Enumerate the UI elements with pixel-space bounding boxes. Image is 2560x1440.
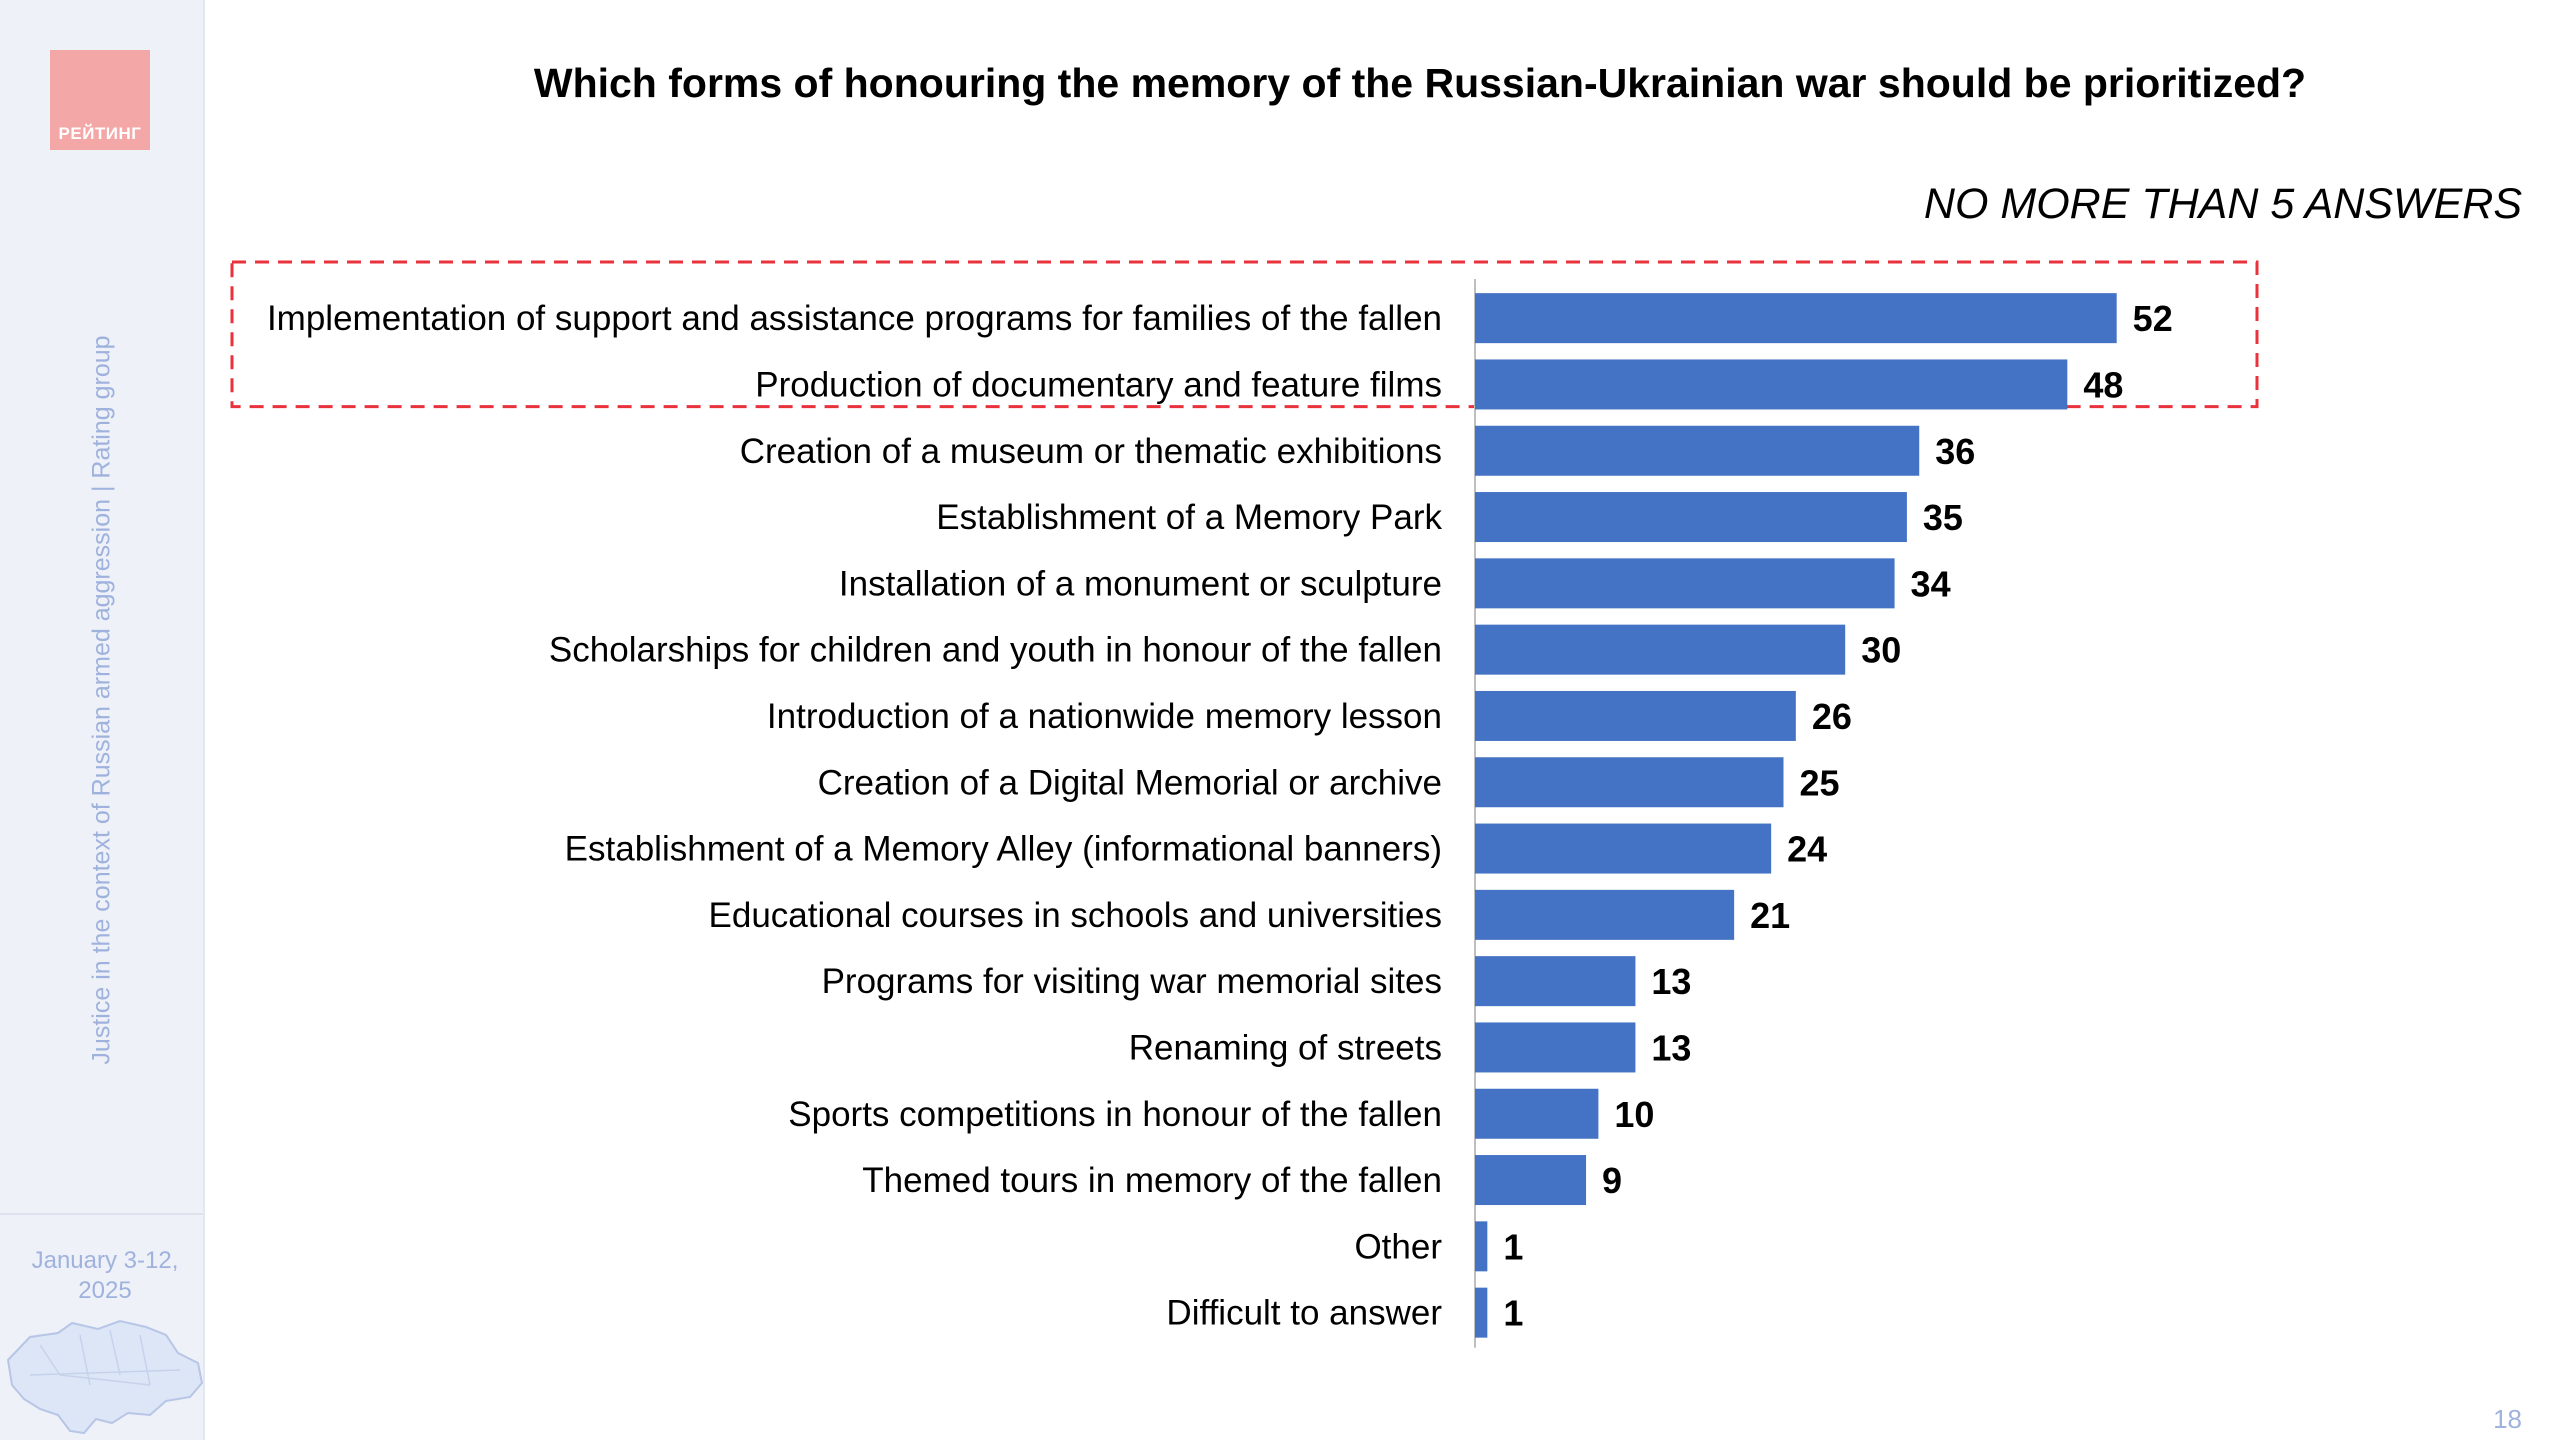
data-label: 36 bbox=[1935, 431, 1975, 472]
highlight-box bbox=[230, 260, 2259, 409]
bar bbox=[1475, 757, 1784, 808]
survey-date: January 3-12, 2025 bbox=[31, 1247, 179, 1304]
bar bbox=[1475, 624, 1846, 675]
bar bbox=[1475, 425, 1920, 476]
sidebar: РЕЙТИНГ Justice in the context of Russia… bbox=[0, 0, 205, 1440]
category-label: Establishment of a Memory Alley (informa… bbox=[565, 830, 1442, 869]
bar bbox=[1475, 293, 2117, 344]
bar bbox=[1475, 1022, 1636, 1073]
bar bbox=[1475, 1155, 1587, 1206]
data-label: 34 bbox=[1911, 563, 1951, 604]
bar bbox=[1475, 1221, 1488, 1272]
bar bbox=[1475, 690, 1796, 741]
data-label: 1 bbox=[1503, 1293, 1523, 1334]
data-label: 25 bbox=[1800, 762, 1840, 803]
data-label: 13 bbox=[1651, 961, 1691, 1002]
category-label: Production of documentary and feature fi… bbox=[755, 365, 1442, 404]
category-label: Creation of a museum or thematic exhibit… bbox=[740, 432, 1442, 471]
bar bbox=[1475, 889, 1735, 940]
chart-title: Which forms of honouring the memory of t… bbox=[533, 60, 2307, 106]
category-label: Scholarships for children and youth in h… bbox=[549, 631, 1442, 670]
category-label: Difficult to answer bbox=[1166, 1294, 1442, 1333]
page-number: 18 bbox=[2493, 1404, 2522, 1434]
category-label: Themed tours in memory of the fallen bbox=[862, 1161, 1442, 1200]
data-label: 13 bbox=[1651, 1027, 1691, 1068]
data-label: 9 bbox=[1602, 1160, 1622, 1201]
data-label: 30 bbox=[1861, 630, 1901, 671]
category-label: Installation of a monument or sculpture bbox=[839, 564, 1442, 603]
bar bbox=[1475, 359, 2068, 410]
bar bbox=[1475, 823, 1772, 874]
bar bbox=[1475, 492, 1907, 543]
category-label: Other bbox=[1354, 1227, 1442, 1266]
data-label: 21 bbox=[1750, 895, 1790, 936]
category-label: Establishment of a Memory Park bbox=[936, 498, 1442, 537]
data-label: 26 bbox=[1812, 696, 1852, 737]
logo-text: РЕЙТИНГ bbox=[58, 124, 142, 143]
chart-subtitle: NO MORE THAN 5 ANSWERS bbox=[1923, 180, 2522, 228]
data-label: 48 bbox=[2083, 364, 2123, 405]
category-label: Creation of a Digital Memorial or archiv… bbox=[818, 763, 1442, 802]
category-label: Sports competitions in honour of the fal… bbox=[788, 1095, 1442, 1134]
bar bbox=[1475, 1287, 1488, 1338]
category-label: Programs for visiting war memorial sites bbox=[822, 962, 1442, 1001]
data-label: 52 bbox=[2133, 298, 2173, 339]
category-label: Renaming of streets bbox=[1129, 1028, 1442, 1067]
sidebar-divider bbox=[0, 1213, 203, 1215]
rating-logo: РЕЙТИНГ bbox=[50, 50, 150, 150]
data-label: 1 bbox=[1503, 1226, 1523, 1267]
bar bbox=[1475, 956, 1636, 1007]
bar bbox=[1475, 558, 1895, 609]
bar bbox=[1475, 1088, 1599, 1139]
data-label: 35 bbox=[1923, 497, 1963, 538]
category-label: Introduction of a nationwide memory less… bbox=[767, 697, 1442, 736]
data-label: 10 bbox=[1614, 1094, 1654, 1135]
category-label: Implementation of support and assistance… bbox=[267, 299, 1442, 338]
ukraine-map-icon bbox=[6, 1319, 203, 1435]
category-label: Educational courses in schools and unive… bbox=[709, 896, 1442, 935]
data-label: 24 bbox=[1787, 829, 1827, 870]
